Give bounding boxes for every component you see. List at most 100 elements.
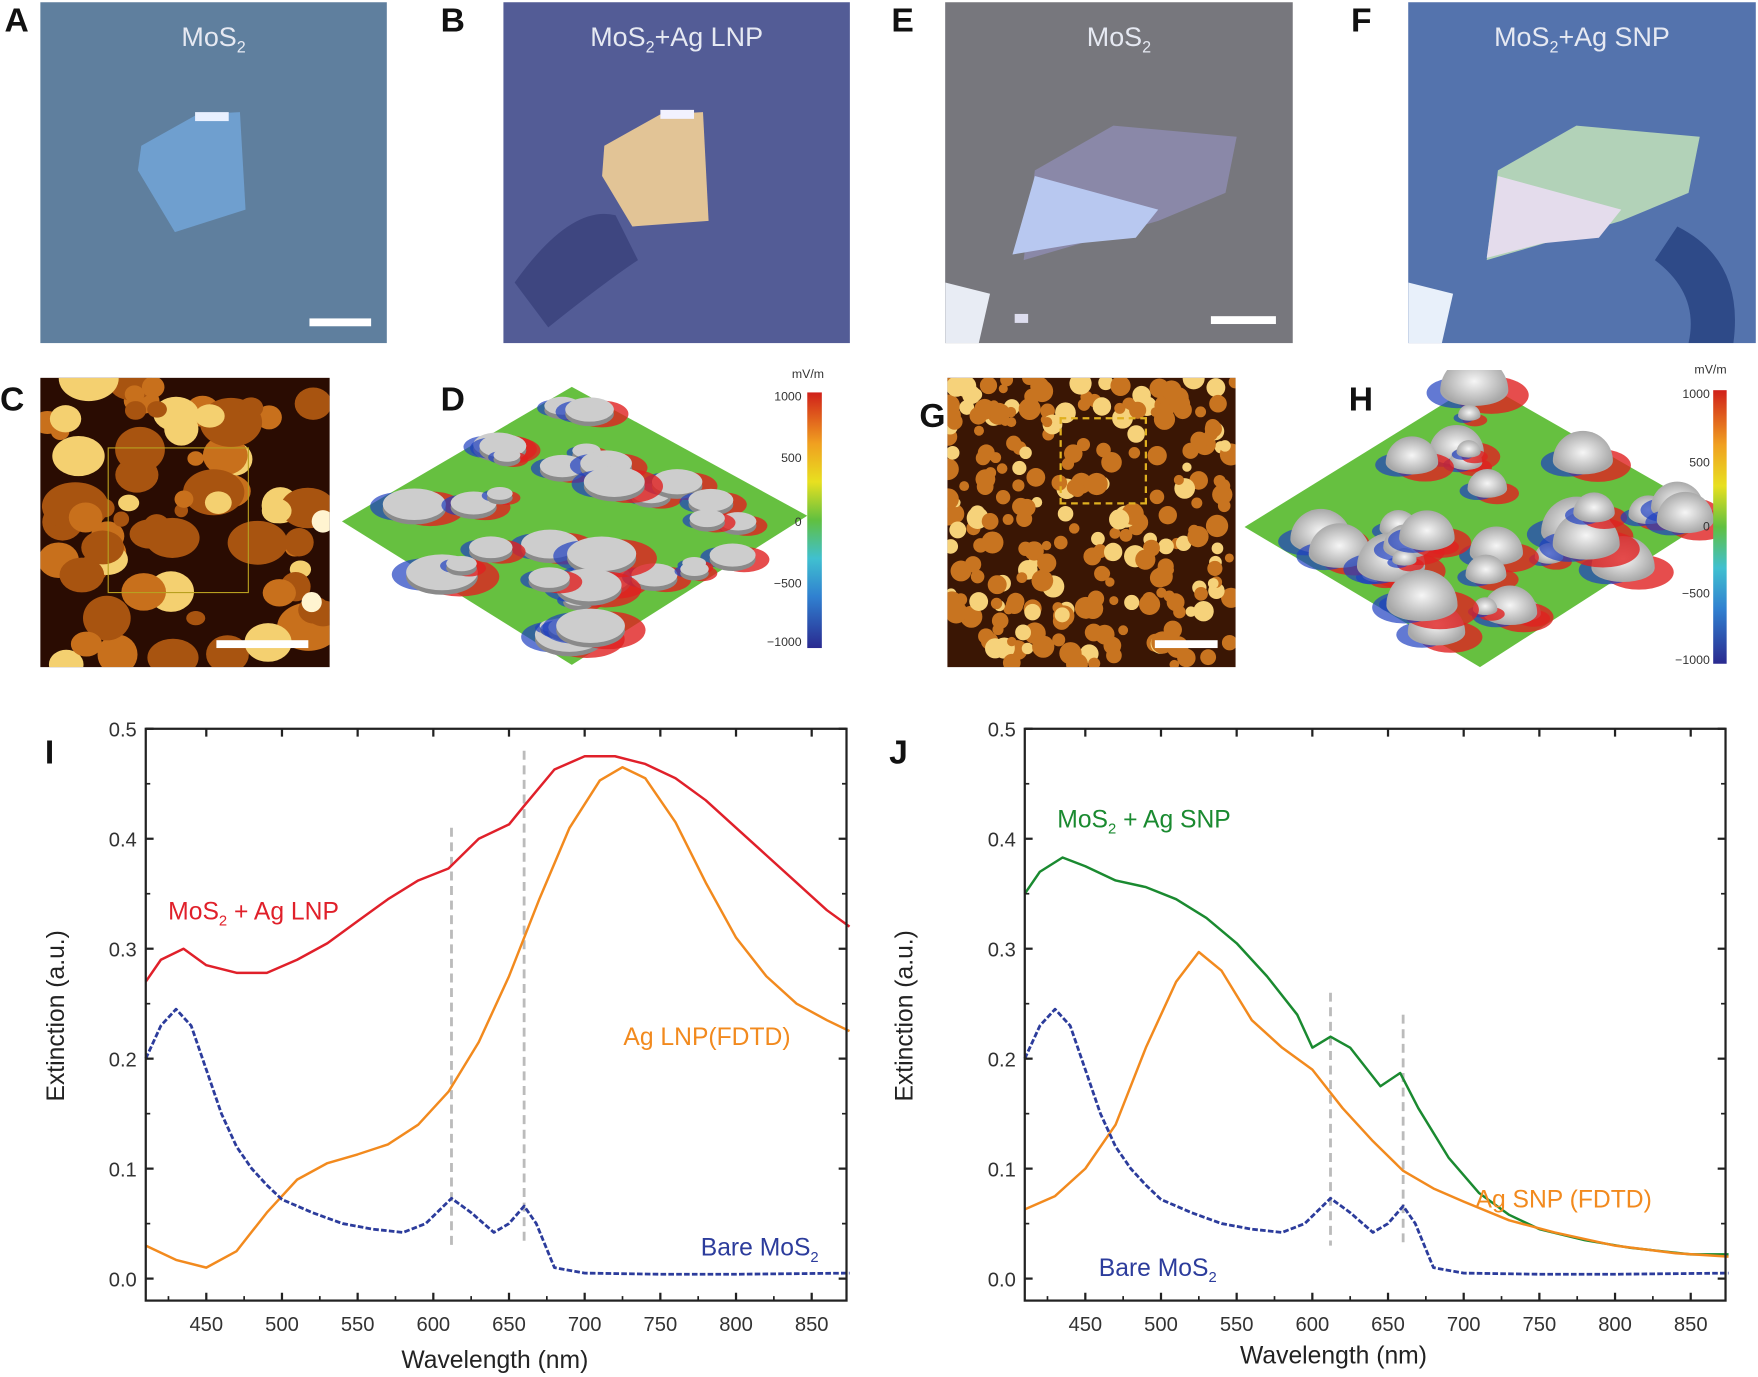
particle bbox=[1193, 601, 1214, 622]
particle bbox=[1068, 523, 1080, 534]
nanoparticle bbox=[567, 536, 637, 572]
colorbar-tick: 500 bbox=[781, 451, 802, 466]
particle bbox=[1091, 531, 1105, 546]
particle bbox=[979, 377, 998, 395]
x-tick-label: 500 bbox=[265, 1314, 299, 1336]
particle bbox=[1088, 657, 1101, 668]
y-tick-label: 0.2 bbox=[109, 1050, 137, 1072]
particle bbox=[1037, 553, 1057, 573]
particle bbox=[1054, 607, 1070, 623]
nanoparticle bbox=[583, 466, 645, 497]
particle bbox=[204, 491, 232, 514]
colorbar-tick: 1000 bbox=[1682, 387, 1710, 402]
nanoparticle bbox=[1308, 523, 1371, 568]
particle bbox=[947, 488, 959, 510]
x-tick-label: 600 bbox=[416, 1314, 450, 1336]
nanoparticle bbox=[1573, 492, 1615, 523]
particle bbox=[1012, 479, 1025, 492]
particle bbox=[1024, 603, 1041, 621]
nanoparticle bbox=[1385, 436, 1439, 475]
particle bbox=[1191, 497, 1203, 509]
particle bbox=[1138, 593, 1161, 615]
particle bbox=[1207, 578, 1219, 589]
particle bbox=[1209, 394, 1227, 413]
nanoparticle bbox=[1552, 430, 1613, 475]
nanoparticle bbox=[688, 488, 734, 512]
particle bbox=[990, 597, 1003, 610]
panel-title-a: MoS2 bbox=[181, 22, 246, 57]
particle bbox=[1063, 444, 1083, 463]
x-tick-label: 700 bbox=[568, 1314, 602, 1336]
particle bbox=[1177, 648, 1196, 668]
series-line bbox=[144, 755, 851, 983]
particle bbox=[1040, 403, 1055, 419]
particle bbox=[174, 490, 194, 508]
colorbar-tick: 0 bbox=[1702, 520, 1710, 534]
particle bbox=[1224, 553, 1234, 563]
nanoparticle bbox=[651, 469, 703, 495]
x-tick-label: 550 bbox=[341, 1314, 375, 1336]
particle bbox=[1228, 377, 1236, 389]
particle bbox=[1096, 442, 1111, 458]
particle bbox=[1024, 541, 1044, 561]
nanoparticle bbox=[486, 486, 513, 500]
y-tick-label: 0.3 bbox=[109, 940, 137, 962]
particle bbox=[113, 511, 130, 527]
series-label: MoS2 + Ag LNP bbox=[168, 896, 339, 929]
particle bbox=[970, 569, 985, 584]
particle bbox=[947, 601, 968, 624]
particle bbox=[969, 388, 983, 401]
panel-letter-i: I bbox=[44, 734, 55, 772]
particle bbox=[1187, 525, 1209, 548]
particle bbox=[947, 539, 959, 554]
series-line bbox=[1024, 950, 1729, 1258]
particle bbox=[1221, 587, 1236, 608]
panel-letter-e: E bbox=[891, 2, 914, 40]
colorbar-tick: 1000 bbox=[774, 390, 802, 404]
field-simulation-h bbox=[1244, 369, 1722, 668]
series-line bbox=[145, 766, 851, 1269]
y-tick-label: 0.2 bbox=[988, 1050, 1016, 1072]
particle bbox=[996, 463, 1008, 474]
particle bbox=[947, 394, 960, 417]
micrograph-e: MoS2 bbox=[945, 2, 1293, 344]
particle bbox=[1109, 527, 1121, 539]
panel-letter-g: G bbox=[919, 398, 946, 436]
particle bbox=[1200, 649, 1217, 666]
particle bbox=[1026, 467, 1046, 487]
nanoparticle bbox=[1386, 569, 1458, 622]
region-box bbox=[1059, 417, 1147, 505]
particle bbox=[186, 611, 206, 626]
particle bbox=[1069, 377, 1092, 395]
particle bbox=[998, 384, 1008, 394]
particle bbox=[1057, 505, 1074, 522]
particle bbox=[1173, 474, 1184, 485]
x-tick-label: 600 bbox=[1296, 1314, 1330, 1336]
particle bbox=[1216, 478, 1231, 493]
particle bbox=[1221, 635, 1236, 651]
particle bbox=[1103, 542, 1123, 562]
particle bbox=[1128, 447, 1141, 459]
particle bbox=[981, 531, 1004, 554]
y-tick-label: 0.5 bbox=[988, 720, 1016, 742]
colorbar-h bbox=[1713, 390, 1727, 664]
particle bbox=[1015, 624, 1032, 641]
colorbar-tick: 0 bbox=[794, 515, 802, 530]
particle bbox=[1041, 540, 1052, 551]
colorbar-unit-h: mV/m bbox=[1694, 363, 1727, 377]
y-tick-label: 0.3 bbox=[988, 940, 1016, 962]
series-line bbox=[1023, 1007, 1729, 1276]
series-label: Ag LNP(FDTD) bbox=[623, 1022, 791, 1051]
afm-particles-c bbox=[40, 377, 330, 668]
x-axis-title: Wavelength (nm) bbox=[401, 1345, 589, 1374]
particle bbox=[1053, 535, 1068, 550]
particle bbox=[989, 406, 1000, 417]
scale-bar bbox=[1154, 640, 1218, 649]
particle bbox=[1157, 558, 1174, 575]
x-tick-label: 500 bbox=[1144, 1314, 1178, 1336]
particle bbox=[1163, 620, 1182, 639]
nanoparticle bbox=[1656, 491, 1714, 534]
particle bbox=[1074, 596, 1097, 619]
nanoparticle bbox=[680, 561, 709, 577]
panel-letter-d: D bbox=[440, 381, 465, 419]
